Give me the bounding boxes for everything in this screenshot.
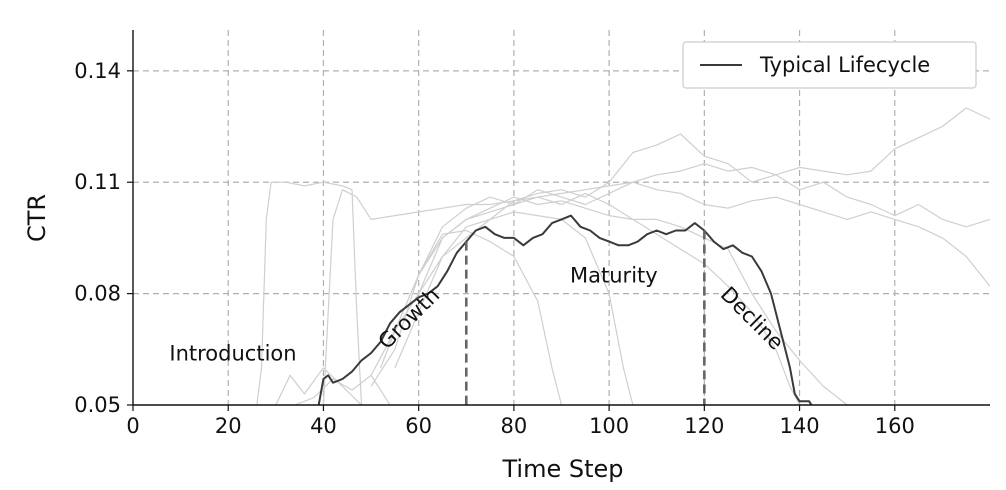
phase-label-maturity: Maturity bbox=[570, 263, 658, 287]
x-tick-label: 160 bbox=[875, 414, 915, 438]
x-tick-label: 140 bbox=[780, 414, 820, 438]
y-tick-label: 0.05 bbox=[74, 393, 121, 417]
axes bbox=[132, 30, 990, 406]
phase-boundaries bbox=[464, 230, 706, 405]
phase-label-introduction: Introduction bbox=[169, 341, 296, 365]
legend-entry-typical-lifecycle: Typical Lifecycle bbox=[759, 53, 930, 77]
series-line-background bbox=[418, 196, 848, 405]
y-tick-label: 0.14 bbox=[74, 59, 121, 83]
background-series bbox=[256, 107, 990, 405]
series-line-background bbox=[322, 107, 990, 405]
y-tick-label: 0.11 bbox=[74, 170, 121, 194]
series-line-background bbox=[370, 181, 990, 387]
series-line-typical-lifecycle bbox=[317, 214, 813, 405]
x-tick-label: 120 bbox=[684, 414, 724, 438]
x-tick-label: 80 bbox=[501, 414, 528, 438]
x-axis-label: Time Step bbox=[501, 455, 623, 483]
series-line-background bbox=[294, 374, 391, 405]
x-ticks: 0 20 40 60 80 100 120 140 160 bbox=[126, 405, 915, 438]
y-axis-label: CTR bbox=[23, 194, 51, 242]
legend: Typical Lifecycle bbox=[682, 41, 977, 89]
series-line-background bbox=[256, 181, 363, 405]
x-tick-label: 0 bbox=[126, 414, 139, 438]
x-tick-label: 40 bbox=[310, 414, 337, 438]
legend-box bbox=[682, 41, 977, 89]
x-tick-label: 20 bbox=[215, 414, 242, 438]
x-tick-label: 100 bbox=[589, 414, 629, 438]
x-tick-label: 60 bbox=[405, 414, 432, 438]
series-line-background bbox=[370, 229, 563, 405]
y-ticks: 0.05 0.08 0.11 0.14 bbox=[74, 59, 133, 417]
series-line-background bbox=[394, 211, 634, 405]
y-tick-label: 0.08 bbox=[74, 282, 121, 306]
series-line-background bbox=[275, 367, 362, 405]
main-series bbox=[317, 214, 813, 405]
